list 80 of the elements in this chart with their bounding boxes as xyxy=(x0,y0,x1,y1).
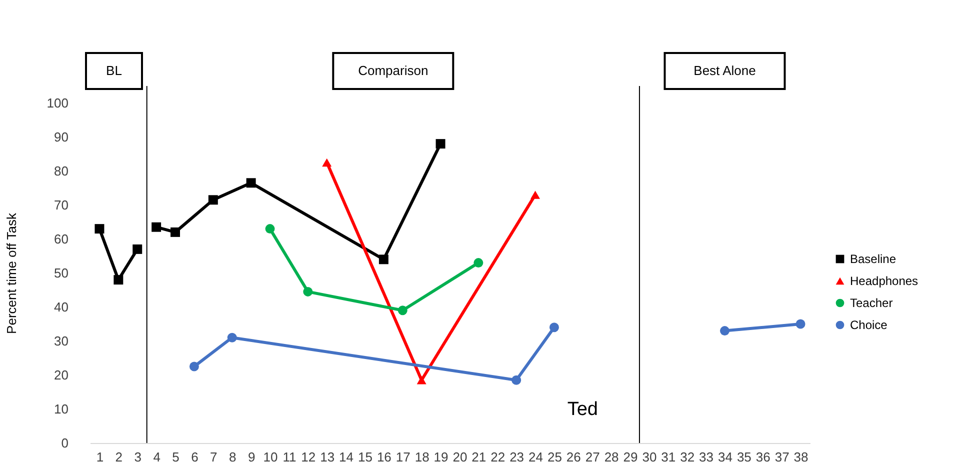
text: BL xyxy=(106,63,122,78)
x-tick-label: 31 xyxy=(661,450,676,464)
y-tick-label: 40 xyxy=(54,300,68,314)
legend-label: Headphones xyxy=(850,274,918,288)
x-tick-label: 5 xyxy=(172,450,180,464)
x-tick-label: 26 xyxy=(566,450,581,464)
x-tick-label: 33 xyxy=(699,450,714,464)
x-tick-label: 6 xyxy=(191,450,198,464)
point xyxy=(114,275,124,285)
point xyxy=(303,286,313,296)
x-tick-label: 15 xyxy=(358,450,372,464)
point xyxy=(512,375,522,385)
x-tick-label: 34 xyxy=(718,450,732,464)
x-tick-label: 29 xyxy=(623,450,638,464)
point xyxy=(132,244,142,254)
point xyxy=(246,178,256,188)
point xyxy=(378,254,388,264)
point xyxy=(436,139,446,149)
point xyxy=(227,332,237,342)
x-tick-label: 37 xyxy=(774,450,790,464)
point xyxy=(398,306,408,316)
y-tick-label: 20 xyxy=(54,368,68,382)
point xyxy=(170,227,180,237)
y-tick-label: 100 xyxy=(46,96,68,110)
legend-label: Teacher xyxy=(850,296,893,310)
legend-label: Choice xyxy=(850,318,888,332)
text: Comparison xyxy=(358,63,428,78)
x-tick-label: 9 xyxy=(248,450,256,464)
x-tick-label: 23 xyxy=(510,450,524,464)
x-tick-label: 19 xyxy=(434,450,448,464)
point xyxy=(152,222,162,232)
point xyxy=(416,376,426,384)
x-tick-label: 21 xyxy=(472,450,486,464)
x-tick-label: 32 xyxy=(680,450,695,464)
point xyxy=(549,322,559,332)
annotation: Ted xyxy=(567,399,598,420)
x-tick-label: 10 xyxy=(263,450,278,464)
point xyxy=(189,362,199,372)
point xyxy=(474,258,484,268)
x-tick-label: 22 xyxy=(490,450,506,464)
x-tick-label: 30 xyxy=(642,450,657,464)
x-tick-label: 35 xyxy=(736,450,752,464)
x-tick-label: 13 xyxy=(320,450,335,464)
point xyxy=(720,326,730,336)
y-tick-label: 70 xyxy=(54,198,68,212)
x-tick-label: 17 xyxy=(396,450,410,464)
x-tick-label: 36 xyxy=(756,450,770,464)
y-tick-label: 90 xyxy=(54,130,68,144)
x-tick-label: 7 xyxy=(210,450,218,464)
x-tick-label: 4 xyxy=(153,450,160,464)
x-tick-label: 11 xyxy=(282,450,296,464)
y-tick-label: 50 xyxy=(54,266,68,280)
x-tick-label: 16 xyxy=(376,450,392,464)
y-tick-label: 60 xyxy=(54,232,68,246)
x-tick-label: 28 xyxy=(604,450,619,464)
x-tick-label: 1 xyxy=(96,450,104,464)
y-tick-label: 10 xyxy=(54,402,68,416)
x-tick-label: 38 xyxy=(794,450,808,464)
y-tick-label: 0 xyxy=(61,436,68,450)
point xyxy=(322,158,332,167)
x-tick-label: 14 xyxy=(339,450,354,464)
x-tick-label: 12 xyxy=(301,450,316,464)
x-tick-label: 27 xyxy=(585,450,600,464)
point xyxy=(94,224,104,234)
x-tick-label: 3 xyxy=(134,450,142,464)
x-tick-label: 20 xyxy=(452,450,468,464)
text: Best Alone xyxy=(694,63,756,78)
x-tick-label: 25 xyxy=(547,450,562,464)
x-tick-label: 8 xyxy=(228,450,236,464)
y-tick-label: 80 xyxy=(54,164,68,178)
x-tick-label: 18 xyxy=(414,450,430,464)
point xyxy=(208,195,218,205)
x-tick-label: 2 xyxy=(115,450,123,464)
legend-label: Baseline xyxy=(850,252,896,266)
point xyxy=(530,190,540,199)
y-tick-label: 30 xyxy=(54,334,68,348)
point xyxy=(265,224,275,234)
point xyxy=(796,319,806,329)
y-axis-title: Percent time off Task xyxy=(4,212,19,334)
x-tick-label: 24 xyxy=(528,450,543,464)
